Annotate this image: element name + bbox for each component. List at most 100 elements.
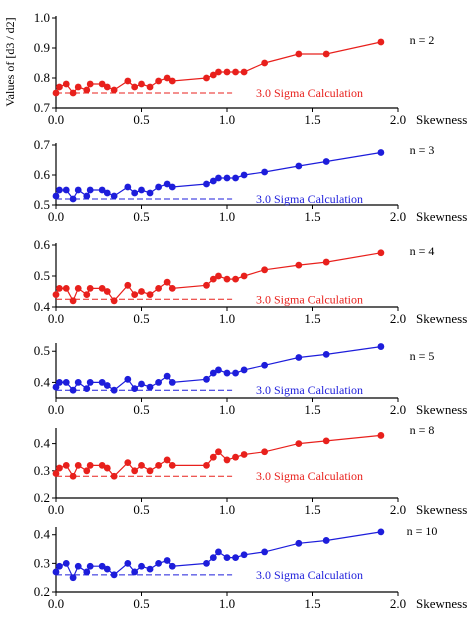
- data-point: [62, 186, 70, 194]
- data-point: [203, 559, 210, 567]
- data-point: [69, 386, 77, 394]
- data-point: [261, 266, 269, 274]
- data-point: [163, 180, 171, 188]
- data-point: [163, 372, 171, 380]
- y-tick-label: 0.3: [34, 555, 50, 570]
- data-point: [98, 461, 106, 469]
- data-point: [86, 562, 94, 570]
- reference-label: 3.0 Sigma Calculation: [256, 192, 363, 206]
- data-point: [223, 275, 231, 283]
- y-tick-label: 1.0: [34, 10, 50, 25]
- data-point: [168, 285, 176, 292]
- data-point: [209, 453, 217, 461]
- data-point: [131, 385, 139, 393]
- data-point: [209, 554, 217, 562]
- data-point: [138, 186, 145, 194]
- data-point: [295, 440, 303, 447]
- x-tick-label: 0.5: [133, 596, 149, 611]
- data-point: [203, 180, 210, 188]
- data-point: [131, 189, 139, 197]
- x-tick-label: 1.0: [219, 311, 235, 326]
- data-point: [232, 453, 239, 461]
- y-tick-label: 0.2: [34, 490, 50, 505]
- data-point: [146, 291, 154, 298]
- data-point: [52, 89, 60, 97]
- data-point: [83, 467, 91, 475]
- sample-size-label: n = 10: [407, 524, 438, 538]
- data-point: [56, 562, 63, 570]
- data-point: [52, 291, 60, 298]
- data-point: [322, 437, 330, 445]
- x-tick-label: 2.0: [390, 402, 406, 417]
- data-point: [86, 285, 94, 292]
- data-point: [322, 158, 330, 165]
- data-point: [240, 272, 248, 280]
- data-point: [155, 379, 163, 386]
- y-tick-label: 0.5: [34, 343, 50, 358]
- sample-size-label: n = 5: [410, 349, 435, 363]
- data-point: [163, 74, 171, 82]
- y-tick-label: 0.4: [34, 436, 51, 451]
- data-point: [295, 261, 303, 269]
- data-point: [377, 432, 385, 439]
- x-tick-label: 0.0: [48, 402, 64, 417]
- data-point: [215, 448, 222, 456]
- data-point: [377, 38, 385, 46]
- data-point: [377, 343, 385, 350]
- data-point: [168, 461, 176, 469]
- data-point: [223, 174, 231, 182]
- data-point: [168, 562, 176, 570]
- reference-label: 3.0 Sigma Calculation: [256, 568, 363, 582]
- data-point: [74, 83, 82, 91]
- x-tick-label: 0.5: [133, 209, 149, 224]
- data-point: [124, 375, 132, 383]
- y-tick-label: 0.5: [34, 268, 50, 283]
- data-point: [103, 382, 111, 389]
- data-point: [124, 559, 132, 567]
- data-point: [146, 565, 154, 573]
- data-point: [295, 50, 303, 58]
- y-tick-label: 0.7: [34, 100, 51, 115]
- data-point: [295, 354, 303, 361]
- data-point: [124, 459, 132, 467]
- data-point: [240, 451, 248, 458]
- data-point: [215, 272, 222, 280]
- x-tick-label: 1.5: [304, 502, 320, 517]
- data-point: [138, 80, 145, 88]
- x-tick-label: 2.0: [390, 311, 406, 326]
- data-point: [74, 379, 82, 386]
- data-point: [86, 461, 94, 469]
- data-point: [83, 291, 91, 298]
- x-tick-label: 0.5: [133, 311, 149, 326]
- x-tick-label: 0.5: [133, 502, 149, 517]
- y-axis-label: Values of [d3 / d2]: [3, 17, 17, 106]
- x-tick-label: 0.0: [48, 311, 64, 326]
- data-point: [240, 171, 248, 179]
- data-point: [69, 297, 77, 305]
- data-point: [56, 186, 63, 194]
- data-point: [232, 68, 239, 76]
- data-point: [69, 195, 77, 203]
- data-point: [209, 71, 217, 79]
- data-point: [103, 565, 111, 573]
- data-point: [110, 297, 118, 305]
- data-point: [203, 375, 210, 383]
- data-point: [98, 80, 106, 88]
- data-point: [83, 568, 91, 576]
- data-point: [103, 83, 111, 91]
- reference-label: 3.0 Sigma Calculation: [256, 86, 363, 100]
- x-tick-label: 2.0: [390, 502, 406, 517]
- data-point: [155, 183, 163, 191]
- data-point: [146, 467, 154, 475]
- data-point: [155, 461, 163, 469]
- data-point: [138, 380, 145, 388]
- data-point: [86, 186, 94, 194]
- x-tick-label: 1.5: [304, 402, 320, 417]
- data-point: [86, 379, 94, 386]
- data-point: [56, 83, 63, 91]
- reference-label: 3.0 Sigma Calculation: [256, 469, 363, 483]
- data-point: [110, 386, 118, 394]
- data-point: [322, 537, 330, 544]
- data-point: [52, 470, 60, 477]
- data-point: [155, 77, 163, 85]
